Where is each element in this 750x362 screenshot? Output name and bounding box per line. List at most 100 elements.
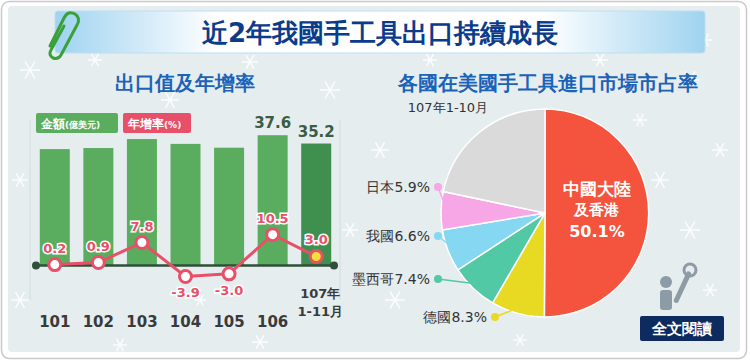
snowflake-arm — [656, 172, 665, 188]
pie-label: 德國8.3% — [423, 309, 487, 325]
x-tick-label: 107年1-11月 — [297, 286, 343, 319]
snowflake-arm — [390, 291, 400, 308]
pie-label: 墨西哥7.4% — [352, 271, 430, 287]
header-title: 近2年我國手工具出口持續成長 — [202, 18, 558, 48]
read-more-label[interactable]: 全文閱讀 — [651, 320, 713, 338]
axis-end-dot — [32, 261, 40, 269]
snowflake-arm — [25, 61, 35, 78]
snowflake — [371, 142, 389, 158]
icon-wrench-head — [684, 264, 696, 276]
background — [8, 6, 740, 352]
x-tick-label-line: 105 — [213, 313, 244, 331]
snowflake — [633, 114, 647, 126]
pie-value-label: 8.3% — [451, 309, 487, 325]
read-more-button[interactable] — [640, 316, 724, 341]
chart-subtitle: 107年1-10月 — [408, 100, 488, 115]
x-tick-label: 106 — [257, 313, 288, 331]
line-label: 0.9 — [87, 239, 110, 254]
bar — [214, 148, 244, 266]
snowflake-arm — [656, 172, 665, 188]
bar-label: 37.6 — [254, 114, 291, 132]
snowflake-arm — [517, 334, 524, 346]
snowflake-arm — [707, 284, 714, 296]
snowflake — [423, 54, 437, 66]
snowflake — [385, 291, 405, 308]
snowflake-arm — [517, 334, 524, 346]
legend-label: 金額(億美元) — [40, 117, 100, 131]
x-tick-label: 105 — [213, 313, 244, 331]
pie-slice — [443, 109, 545, 213]
plot-marks-line — [49, 229, 322, 283]
x-tick-label-line: 104 — [170, 313, 201, 331]
legend-label-main: 金額 — [40, 117, 65, 131]
x-tick-label-line: 103 — [126, 313, 157, 331]
snowflake-arm — [427, 54, 434, 66]
snowflake-arm — [92, 54, 99, 66]
line-marker — [49, 259, 61, 271]
line-label: 0.2 — [43, 241, 66, 256]
bar — [171, 144, 201, 266]
x-tick-label-line: 101 — [39, 313, 70, 331]
pie-value-label: 6.6% — [394, 228, 430, 244]
snowflake-arm — [256, 335, 264, 349]
snowflake-arm — [117, 339, 124, 351]
legend-label-unit: (%) — [164, 120, 181, 130]
axis-end-dot — [330, 261, 338, 269]
line-label: 10.5 — [257, 211, 289, 226]
snowflake-arm — [346, 223, 354, 237]
line-marker — [136, 237, 148, 249]
frame — [2, 2, 747, 359]
pie-category-line: 中國大陸 — [563, 179, 631, 199]
snowflake-arm — [325, 81, 335, 98]
snowflake — [88, 54, 102, 66]
snowflake-arm — [685, 221, 695, 238]
legend-label: 年增率(%) — [127, 117, 181, 131]
chart-title: 出口值及年增率 — [115, 71, 255, 95]
pie-labels: 中國大陸及香港50.1%德國8.3%墨西哥7.4%我國6.6%日本5.9% — [352, 179, 631, 325]
snowflake-arm — [246, 55, 254, 69]
snowflake-arm — [596, 53, 604, 67]
snowflake-arm — [707, 284, 714, 296]
snowflake — [11, 292, 29, 308]
snowflake-arm — [16, 173, 24, 187]
line-marker — [92, 257, 104, 269]
pie-category-label: 中國大陸及香港 — [563, 179, 631, 219]
pie-category-label: 墨西哥 — [352, 271, 394, 287]
x-tick-label: 102 — [83, 313, 114, 331]
snowflake — [712, 143, 728, 157]
line-marker — [223, 268, 235, 280]
legend-swatch — [123, 113, 191, 133]
snowflake — [680, 221, 700, 238]
pie-value-label: 7.4% — [394, 271, 430, 287]
plot-marks — [40, 135, 331, 265]
pie-category-line: 及香港 — [573, 201, 620, 219]
snowflake — [320, 81, 340, 98]
snowflake-arm — [16, 173, 24, 187]
pie-label: 我國6.6% — [366, 228, 430, 244]
x-tick-label: 104 — [170, 313, 201, 331]
pie-value-label: 5.9% — [394, 179, 430, 195]
pie-category-label: 德國 — [423, 309, 451, 325]
snowflake — [592, 53, 608, 67]
snowflake-arm — [637, 114, 644, 126]
line-marker — [180, 270, 192, 282]
snowflake — [12, 173, 28, 187]
paper-clip — [50, 13, 79, 59]
snowflake-arm — [325, 81, 335, 98]
line-label: 3.0 — [305, 232, 328, 247]
banner — [55, 11, 705, 53]
pie-slices — [441, 109, 649, 317]
snowflake — [113, 339, 127, 351]
snowflake — [20, 61, 40, 78]
legend-swatch — [36, 113, 118, 133]
x-tick-label-line: 1-11月 — [297, 304, 343, 319]
snowflake-arm — [346, 223, 354, 237]
chart-title: 各國在美國手工具進口市場市占率 — [397, 71, 698, 95]
snowflake-arm — [685, 221, 695, 238]
x-tick-label: 101 — [39, 313, 70, 331]
snowflake-arm — [117, 339, 124, 351]
leader-dot — [434, 275, 442, 283]
pie-category-label: 我國 — [366, 228, 394, 244]
bar — [83, 148, 113, 265]
snowflake — [513, 334, 527, 346]
